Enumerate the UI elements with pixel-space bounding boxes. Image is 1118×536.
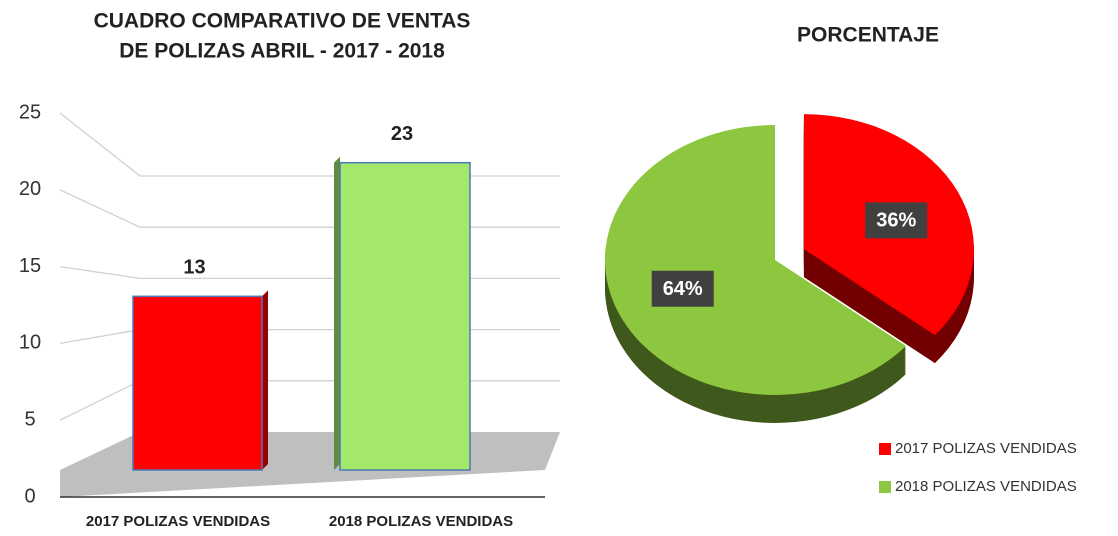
y-tick-label: 25 <box>19 101 41 123</box>
bar-side <box>334 156 340 470</box>
bar-title: DE POLIZAS ABRIL - 2017 - 2018 <box>119 40 445 63</box>
bar-title: CUADRO COMPARATIVO DE VENTAS <box>94 10 471 33</box>
bar <box>339 161 471 471</box>
legend-swatch <box>879 443 891 455</box>
y-tick-label: 0 <box>24 485 35 507</box>
grid-line <box>59 189 560 228</box>
y-tick-label: 5 <box>24 408 35 430</box>
y-tick-label: 10 <box>19 332 41 354</box>
y-tick-label: 20 <box>19 178 41 200</box>
bar <box>132 295 263 471</box>
legend-label: 2017 POLIZAS VENDIDAS <box>895 440 1077 457</box>
legend-label: 2018 POLIZAS VENDIDAS <box>895 478 1077 495</box>
legend-swatch <box>879 481 891 493</box>
y-tick-label: 15 <box>19 255 41 277</box>
data-label: 36% <box>876 210 916 232</box>
data-label: 23 <box>391 123 413 145</box>
pie-slice <box>605 125 906 395</box>
pie-title: PORCENTAJE <box>797 24 939 47</box>
label-box <box>651 270 714 307</box>
x-tick-label: 2017 POLIZAS VENDIDAS <box>86 513 270 530</box>
data-label: 64% <box>663 278 703 300</box>
grid-line <box>59 265 560 280</box>
label-box <box>865 202 928 239</box>
data-label: 13 <box>183 257 205 279</box>
x-tick-label: 2018 POLIZAS VENDIDAS <box>329 513 513 530</box>
grid-line <box>59 112 560 177</box>
bar-side <box>262 290 268 470</box>
